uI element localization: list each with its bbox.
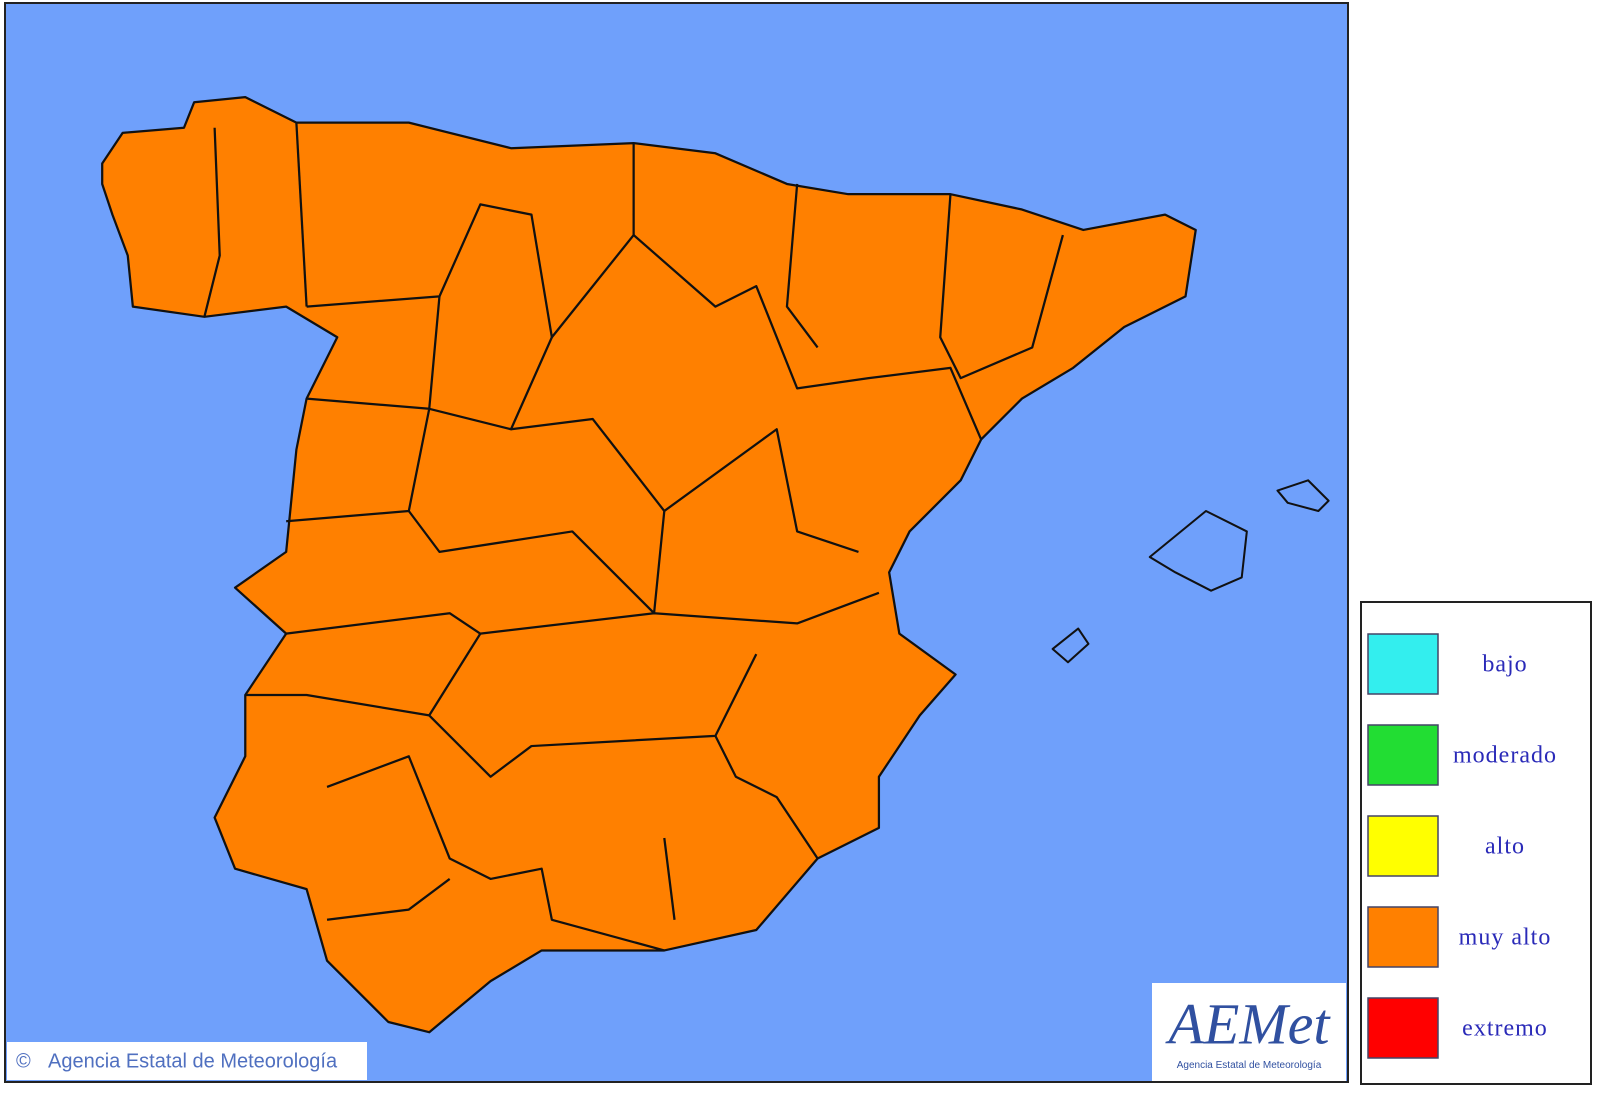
legend-label: moderado	[1453, 743, 1557, 769]
ibiza	[1051, 627, 1090, 664]
legend-swatch	[1367, 997, 1439, 1059]
logo-name: AEMet	[1164, 991, 1331, 1056]
menorca	[1276, 479, 1330, 513]
logo-subtitle: Agencia Estatal de Meteorología	[1177, 1060, 1322, 1071]
mallorca	[1148, 509, 1248, 592]
legend-label: muy alto	[1459, 925, 1552, 951]
copyright-symbol: ©	[16, 1050, 31, 1072]
legend-label: bajo	[1482, 652, 1527, 678]
legend-label: extremo	[1462, 1016, 1548, 1042]
legend-label: alto	[1485, 834, 1525, 860]
logo-box	[1152, 983, 1346, 1081]
copyright-box	[7, 1042, 367, 1080]
legend-swatch	[1367, 724, 1439, 786]
legend-swatch	[1367, 906, 1439, 968]
copyright-text: Agencia Estatal de Meteorología	[48, 1050, 338, 1072]
legend-swatch	[1367, 633, 1439, 695]
legend: bajo moderado alto muy alto extremo	[1367, 633, 1557, 1059]
legend-swatch	[1367, 815, 1439, 877]
